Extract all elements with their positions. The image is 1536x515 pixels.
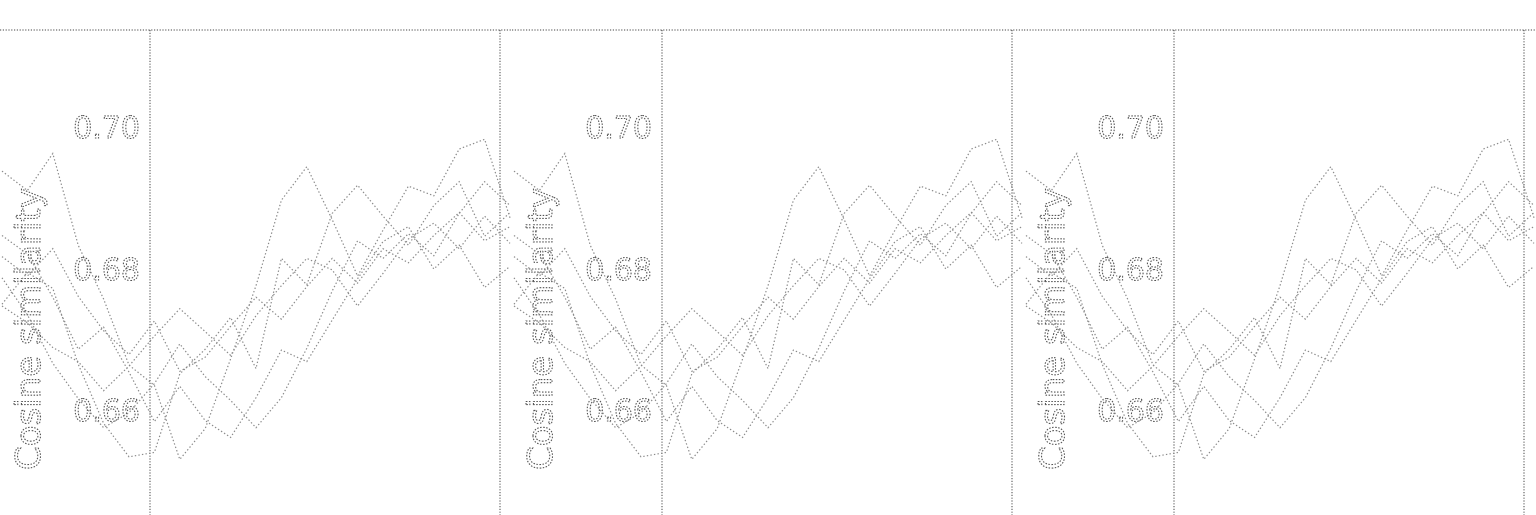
series-line bbox=[1025, 225, 1535, 439]
series-line bbox=[513, 215, 1023, 392]
chart-tile-3: Cosine similarity 0.70 0.68 0.66 bbox=[1024, 29, 1536, 515]
y-tick-label: 0.66 bbox=[585, 394, 652, 429]
y-tick-label: 0.70 bbox=[73, 111, 140, 146]
series-line bbox=[1025, 215, 1535, 392]
series-line bbox=[1, 215, 511, 392]
y-axis-label: Cosine similarity bbox=[521, 188, 561, 470]
series-line bbox=[1025, 211, 1535, 373]
series-line bbox=[513, 180, 1023, 429]
y-tick-label: 0.68 bbox=[585, 253, 652, 288]
plot-area bbox=[512, 29, 1024, 515]
series-line bbox=[1025, 180, 1535, 458]
series-line bbox=[1, 211, 511, 373]
y-tick-label: 0.66 bbox=[1097, 394, 1164, 429]
y-axis-label: Cosine similarity bbox=[1033, 188, 1073, 470]
y-tick-label: 0.70 bbox=[1097, 111, 1164, 146]
y-tick-label: 0.70 bbox=[585, 111, 652, 146]
series-line bbox=[1025, 138, 1535, 461]
series-line bbox=[513, 180, 1023, 458]
y-tick-label: 0.68 bbox=[73, 253, 140, 288]
series-line bbox=[1, 180, 511, 458]
y-tick-label: 0.66 bbox=[73, 394, 140, 429]
chart-tile-1: Cosine similarity 0.70 0.68 0.66 bbox=[0, 29, 512, 515]
chart-tile-2: Cosine similarity 0.70 0.68 0.66 bbox=[512, 29, 1024, 515]
series-line bbox=[1025, 180, 1535, 429]
y-axis-label: Cosine similarity bbox=[9, 188, 49, 470]
series-line bbox=[1, 225, 511, 439]
series-line bbox=[513, 225, 1023, 439]
series-line bbox=[513, 211, 1023, 373]
series-line bbox=[1, 138, 511, 461]
plot-area bbox=[0, 29, 512, 515]
y-tick-label: 0.68 bbox=[1097, 253, 1164, 288]
plot-area bbox=[1024, 29, 1536, 515]
series-line bbox=[513, 138, 1023, 461]
series-line bbox=[1, 180, 511, 429]
